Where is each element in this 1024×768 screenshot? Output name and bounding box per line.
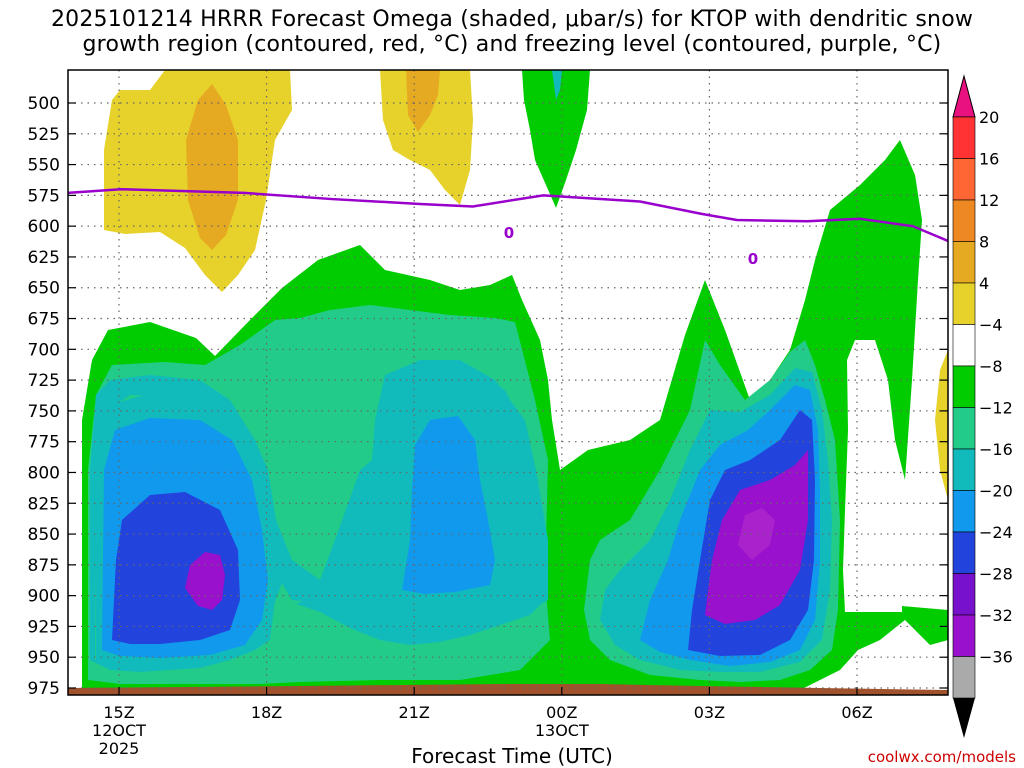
y-tick-label: 700: [28, 340, 60, 360]
colorbar-segment: [953, 242, 975, 284]
colorbar-segment: [953, 200, 975, 242]
x-tick-label: 15Z: [103, 703, 134, 722]
y-tick-label: 875: [28, 556, 60, 576]
colorbar-segment: [953, 574, 975, 616]
colorbar-segment: [953, 491, 975, 533]
colorbar-segment: [953, 117, 975, 159]
freezing-level-label: 0: [504, 224, 514, 242]
y-tick-label: 975: [28, 679, 60, 699]
colorbar-segment: [953, 449, 975, 491]
colorbar-segment: [953, 366, 975, 408]
y-tick-label: 625: [28, 248, 60, 268]
x-tick-date-label: 12OCT: [92, 721, 146, 740]
x-tick-label: 00Z: [546, 703, 577, 722]
y-tick-label: 650: [28, 279, 60, 299]
colorbar-segment: [953, 615, 975, 657]
colorbar-bottom-arrow: [953, 698, 975, 738]
colorbar-segment: [953, 532, 975, 574]
colorbar-label: −36: [979, 648, 1013, 667]
y-tick-label: 850: [28, 525, 60, 545]
x-tick-date-label: 13OCT: [535, 721, 589, 740]
colorbar-segment: [953, 657, 975, 699]
shaded-omega-field: [68, 70, 948, 695]
colorbar-segment: [953, 283, 975, 325]
y-tick-label: 500: [28, 94, 60, 114]
y-tick-label: 900: [28, 587, 60, 607]
y-tick-label: 825: [28, 494, 60, 514]
colorbar: 20 16 12 8 4 −4 −8 −12 −16 −20 −24 −28 −32 −36: [953, 76, 1013, 738]
x-tick-label: 18Z: [251, 703, 282, 722]
freezing-level-label: 0: [748, 250, 758, 268]
colorbar-label: 8: [979, 233, 989, 252]
colorbar-segment: [953, 325, 975, 367]
y-tick-label: 675: [28, 310, 60, 330]
y-tick-label: 950: [28, 648, 60, 668]
colorbar-top-arrow: [953, 76, 975, 117]
y-tick-label: 775: [28, 433, 60, 453]
y-tick-label: 725: [28, 371, 60, 391]
y-tick-label: 525: [28, 125, 60, 145]
colorbar-label: 12: [979, 191, 999, 210]
colorbar-segment: [953, 159, 975, 201]
colorbar-label: −12: [979, 399, 1013, 418]
omega-contour-plus-4-c: [935, 350, 948, 500]
omega-cross-section-chart: 0 0 500 525 550 575 600 625 650 675 700 725 750 775 8…: [0, 0, 1024, 768]
colorbar-label: −16: [979, 440, 1013, 459]
colorbar-label: −20: [979, 482, 1013, 501]
y-tick-label: 550: [28, 156, 60, 176]
x-tick-label: 03Z: [694, 703, 725, 722]
colorbar-label: −24: [979, 523, 1013, 542]
colorbar-label: 4: [979, 274, 989, 293]
colorbar-label: −32: [979, 606, 1013, 625]
y-tick-label: 750: [28, 402, 60, 422]
x-tick-label: 21Z: [399, 703, 430, 722]
y-tick-label: 575: [28, 186, 60, 206]
y-tick-label: 925: [28, 617, 60, 637]
y-tick-label: 600: [28, 217, 60, 237]
y-tick-label: 800: [28, 463, 60, 483]
colorbar-label: −28: [979, 565, 1013, 584]
x-tick-label: 06Z: [841, 703, 872, 722]
credit-text[interactable]: coolwx.com/models: [868, 748, 1016, 766]
colorbar-label: 20: [979, 108, 999, 127]
colorbar-label: −4: [979, 316, 1003, 335]
colorbar-label: −8: [979, 357, 1003, 376]
colorbar-segment: [953, 408, 975, 450]
colorbar-label: 16: [979, 150, 999, 169]
